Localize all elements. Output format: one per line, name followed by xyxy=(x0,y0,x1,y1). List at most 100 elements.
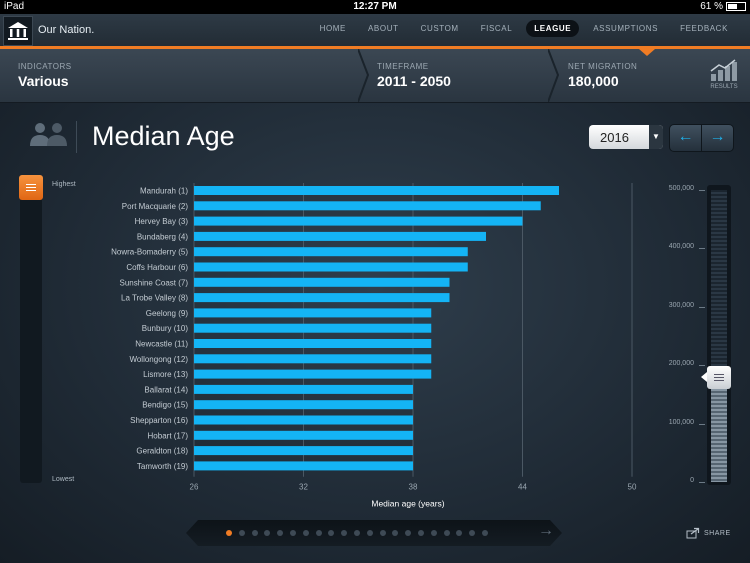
results-chart-icon xyxy=(710,59,737,81)
tab-assumptions[interactable]: ASSUMPTIONS xyxy=(593,24,659,33)
page-dot[interactable] xyxy=(379,530,386,536)
indicators-label: INDICATORS xyxy=(18,62,72,71)
top-nav: Our Nation. HOME ABOUT CUSTOM FISCAL LEAGUE A… xyxy=(0,14,750,46)
slider-tick-label: 100,000 xyxy=(668,418,694,426)
status-bar: iPad 12:27 PM 61 % xyxy=(0,0,750,14)
people-icon xyxy=(30,123,67,146)
slider-pointer-icon xyxy=(701,371,707,382)
bar xyxy=(194,247,468,257)
slider-tick-mark xyxy=(699,482,705,483)
page-dot[interactable] xyxy=(264,530,271,536)
page-dot[interactable] xyxy=(481,530,488,536)
page-dot[interactable] xyxy=(277,530,284,536)
bar xyxy=(194,216,523,226)
rank-slider-handle[interactable] xyxy=(19,175,43,200)
net-migration-slider-fill xyxy=(711,388,727,482)
page-dot[interactable] xyxy=(353,530,360,536)
page-dot[interactable] xyxy=(226,530,232,536)
right-arrow-icon[interactable]: → xyxy=(538,522,554,539)
page-dot[interactable] xyxy=(341,530,348,536)
bar xyxy=(194,186,559,195)
device-label: iPad xyxy=(4,1,25,12)
bar xyxy=(194,384,413,394)
tab-custom[interactable]: CUSTOM xyxy=(420,24,459,33)
category-label: Bendigo (15) xyxy=(142,401,188,410)
category-label: Shepparton (16) xyxy=(130,416,188,425)
category-label: Sunshine Coast (7) xyxy=(120,278,189,287)
nav-tabs: HOME ABOUT CUSTOM FISCAL LEAGUE ASSUMPTIONS FE… xyxy=(306,20,736,37)
x-tick-label: 32 xyxy=(299,483,308,492)
timeframe-value: 2011 - 2050 xyxy=(377,73,451,89)
bar xyxy=(194,308,432,318)
slider-tick-mark xyxy=(699,248,705,250)
category-label: Port Macquarie (2) xyxy=(122,202,189,211)
category-label: Tamworth (19) xyxy=(137,462,188,471)
previous-arrow-icon[interactable]: ← xyxy=(670,125,702,151)
bar xyxy=(194,354,432,364)
slider-tick-label: 0 xyxy=(690,477,694,484)
segment-separator xyxy=(548,49,560,102)
bar xyxy=(194,461,413,471)
net-migration-segment[interactable]: NET MIGRATION 180,000 xyxy=(568,49,688,102)
slider-tick-label: 200,000 xyxy=(668,360,694,368)
rank-slider-track[interactable] xyxy=(20,178,42,483)
indicators-segment[interactable]: INDICATORS Various xyxy=(18,49,348,102)
page-dot[interactable] xyxy=(238,530,245,536)
page-dot[interactable] xyxy=(302,530,309,536)
results-button[interactable]: RESULTS xyxy=(706,58,742,90)
page-dot[interactable] xyxy=(328,530,335,536)
tab-fiscal[interactable]: FISCAL xyxy=(480,24,513,33)
page-dot[interactable] xyxy=(289,530,296,536)
page-dot[interactable] xyxy=(456,530,463,536)
category-label: Lismore (13) xyxy=(143,370,188,379)
year-select[interactable]: 2016 ▼ xyxy=(589,125,663,149)
slider-tick-mark xyxy=(699,423,705,425)
page-indicator-bar xyxy=(186,520,562,546)
year-nav-buttons: ← → xyxy=(669,124,734,152)
category-label: Mandurah (1) xyxy=(140,187,188,196)
x-tick-label: 38 xyxy=(409,483,418,492)
tab-about[interactable]: ABOUT xyxy=(368,24,399,33)
bar xyxy=(194,262,468,272)
slider-tick-label: 500,000 xyxy=(668,185,694,192)
tab-feedback[interactable]: FEEDBACK xyxy=(680,24,728,33)
page-dot[interactable] xyxy=(392,530,399,536)
home-logo-icon[interactable] xyxy=(3,16,33,46)
rank-lowest-label: Lowest xyxy=(52,476,75,483)
slider-tick-label: 300,000 xyxy=(668,301,694,309)
timeframe-segment[interactable]: TIMEFRAME 2011 - 2050 xyxy=(377,49,547,102)
page-dot[interactable] xyxy=(417,530,424,536)
page-dot[interactable] xyxy=(430,530,437,536)
net-migration-label: NET MIGRATION xyxy=(568,62,638,71)
bar xyxy=(194,323,432,333)
category-label: Geelong (9) xyxy=(146,309,189,318)
bar xyxy=(194,293,450,303)
battery-percent: 61 % xyxy=(700,1,723,12)
category-label: Hervey Bay (3) xyxy=(135,217,189,226)
page-dot[interactable] xyxy=(315,530,322,536)
nav-accent-line xyxy=(0,46,750,49)
category-label: Geraldton (18) xyxy=(136,447,188,456)
category-label: Wollongong (12) xyxy=(129,355,188,364)
page-dots xyxy=(226,530,488,536)
next-arrow-icon[interactable]: → xyxy=(709,128,726,145)
bar xyxy=(194,277,450,287)
page-dot[interactable] xyxy=(405,530,412,536)
share-button[interactable]: SHARE xyxy=(686,527,731,539)
net-migration-slider-handle[interactable] xyxy=(707,365,731,389)
page-dot[interactable] xyxy=(443,530,450,536)
page-dot[interactable] xyxy=(366,530,373,536)
tab-home[interactable]: HOME xyxy=(319,24,346,33)
page-dot[interactable] xyxy=(251,530,258,536)
slider-tick-mark xyxy=(699,306,705,308)
page-dot[interactable] xyxy=(469,530,476,536)
rank-highest-label: Highest xyxy=(52,181,76,188)
share-icon xyxy=(686,527,700,539)
tab-league[interactable]: LEAGUE xyxy=(526,20,580,37)
main-panel xyxy=(0,103,750,563)
x-tick-label: 44 xyxy=(518,483,527,492)
page-title: Median Age xyxy=(92,121,235,151)
bar xyxy=(194,400,413,410)
active-tab-pointer xyxy=(639,49,655,56)
